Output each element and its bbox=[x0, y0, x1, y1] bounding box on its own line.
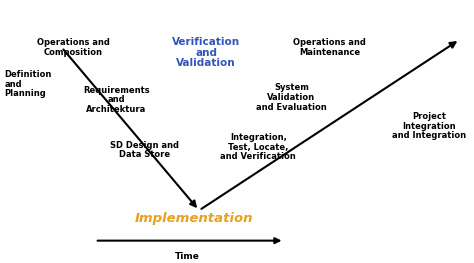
Text: Definition
and
Planning: Definition and Planning bbox=[5, 70, 52, 98]
Text: Operations and
Maintenance: Operations and Maintenance bbox=[293, 38, 366, 57]
Text: Operations and
Composition: Operations and Composition bbox=[37, 38, 110, 57]
Text: Project
Integration
and Integration: Project Integration and Integration bbox=[392, 112, 466, 140]
Text: Implementation: Implementation bbox=[135, 212, 254, 225]
Text: System
Validation
and Evaluation: System Validation and Evaluation bbox=[256, 83, 327, 112]
Text: Requirements
and
Architektura: Requirements and Architektura bbox=[83, 86, 149, 114]
Text: Verification
and
Validation: Verification and Validation bbox=[172, 37, 240, 68]
Text: SD Design and
Data Store: SD Design and Data Store bbox=[110, 140, 179, 159]
Text: Integration,
Test, Locate,
and Verification: Integration, Test, Locate, and Verificat… bbox=[220, 133, 296, 161]
Text: Time: Time bbox=[175, 252, 200, 261]
